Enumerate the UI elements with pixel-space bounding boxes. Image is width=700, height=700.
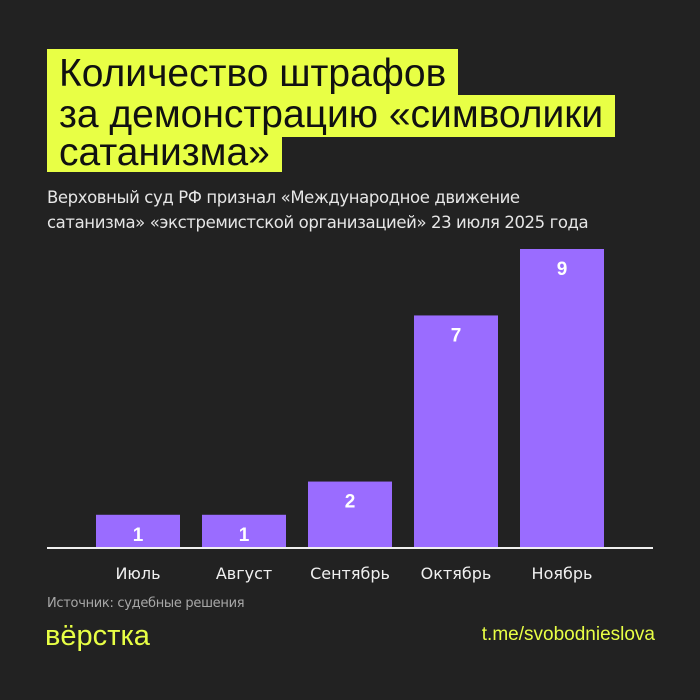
title-line-2: за демонстрацию «символики [47,95,616,137]
x-tick-label: Октябрь [421,564,492,583]
x-tick-label: Сентябрь [310,564,390,583]
logo: вёрстка [45,620,150,652]
subtitle-line-1: Верховный суд РФ признал «Международное … [47,188,520,207]
title-line-1: Количество штрафов [47,49,459,95]
title-line-3: сатанизма» [47,133,282,172]
x-tick-label: Август [216,564,272,583]
subtitle: Верховный суд РФ признал «Международное … [47,185,589,235]
data-label: 9 [557,259,568,280]
bar [520,249,604,548]
bar [414,315,498,548]
x-tick-label: Июль [115,564,160,583]
bar [96,514,180,548]
data-label: 7 [451,325,462,346]
data-label: 2 [345,492,356,513]
source-note: Источник: судебные решения [47,596,245,611]
subtitle-line-2: сатанизма» «экстремистской организацией»… [47,213,589,232]
data-label: 1 [133,525,144,546]
telegram-link[interactable]: t.me/svobodnieslova [481,624,655,645]
x-tick-label: Ноябрь [532,564,593,583]
bar [202,514,286,548]
data-label: 1 [239,525,250,546]
bar [308,481,392,548]
